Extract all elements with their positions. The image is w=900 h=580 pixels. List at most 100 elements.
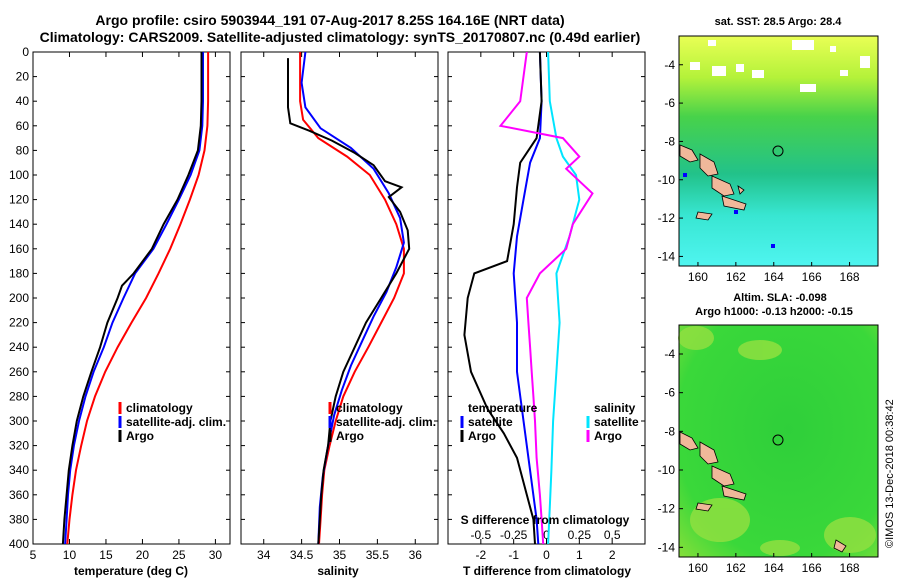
- watermark: ©IMOS 13-Dec-2018 00:38:42: [884, 399, 896, 548]
- series-line-climatology: [66, 52, 210, 544]
- map-y-tick-label: -6: [664, 96, 675, 110]
- y-tick-label: 160: [9, 242, 29, 256]
- map-y-tick-label: -4: [664, 347, 675, 361]
- map-x-tick-label: 166: [802, 561, 822, 575]
- map-x-tick-label: 160: [688, 270, 708, 284]
- map-y-tick-label: -10: [658, 173, 676, 187]
- series-line-argo: [61, 52, 203, 544]
- x-tick-label: 10: [63, 548, 77, 562]
- x-tick-label: 25: [172, 548, 186, 562]
- sla-map-title-2: Argo h1000: -0.13 h2000: -0.15: [695, 306, 853, 318]
- difference-legend: temperature satellite Argo salinity sate…: [460, 401, 639, 443]
- y-tick-label: 80: [16, 143, 30, 157]
- y-tick-label: 60: [16, 119, 30, 133]
- map-x-tick-label: 162: [726, 270, 746, 284]
- sst-map-title: sat. SST: 28.5 Argo: 28.4: [715, 16, 843, 28]
- title-line-1: Argo profile: csiro 5903944_191 07-Aug-2…: [95, 12, 564, 28]
- s-tick-label: 0: [543, 528, 550, 542]
- x-tick-label: 1: [576, 548, 583, 562]
- sst-field: [679, 36, 878, 266]
- sla-map-title-1: Altim. SLA: -0.098: [733, 292, 827, 304]
- series-line-temperature-satellite: [512, 52, 543, 544]
- map-x-tick-label: 162: [726, 561, 746, 575]
- s-tick-label: 0.25: [568, 528, 592, 542]
- y-tick-label: 40: [16, 94, 30, 108]
- map-x-tick-label: 164: [764, 270, 784, 284]
- x-tick-label: 2: [609, 548, 616, 562]
- difference-x-axis: -2 -1 0 1 2: [448, 51, 645, 562]
- x-tick-label: 35.5: [366, 548, 390, 562]
- temperature-series: [61, 52, 210, 544]
- salinity-legend: climatology satellite-adj. clim. Argo: [328, 401, 436, 443]
- series-line-salinity-argo: [498, 52, 594, 544]
- s-tick-label: 0.5: [604, 528, 621, 542]
- y-tick-label: 0: [22, 45, 29, 59]
- temperature-legend: climatology satellite-adj. clim. Argo: [118, 401, 226, 443]
- s-difference-label: S difference from climatology: [461, 513, 630, 527]
- difference-plot-frame: [447, 51, 646, 545]
- x-tick-label: -2: [475, 548, 486, 562]
- y-tick-label: 140: [9, 217, 29, 231]
- y-tick-label: 380: [9, 512, 29, 526]
- x-tick-label: 0: [543, 548, 550, 562]
- map-x-tick-label: 164: [764, 561, 784, 575]
- legend-label-t-satellite: satellite: [468, 415, 513, 429]
- sst-cloud-gaps: [690, 40, 870, 92]
- x-tick-label: 36: [409, 548, 423, 562]
- map-y-tick-label: -12: [658, 502, 676, 516]
- salinity-x-axis: 34 34.5 35 35.5 36: [241, 51, 438, 562]
- legend-label-argo-s: Argo: [336, 429, 364, 443]
- s-tick-label: -0.5: [470, 528, 491, 542]
- map-x-tick-label: 168: [840, 270, 860, 284]
- legend-salinity-title: salinity: [594, 401, 636, 415]
- title-line-2: Climatology: CARS2009. Satellite-adjuste…: [40, 29, 641, 45]
- legend-label-satellite: satellite-adj. clim.: [126, 415, 226, 429]
- t-difference-xlabel: T difference from climatology: [463, 564, 631, 578]
- legend-label-satellite-s: satellite-adj. clim.: [336, 415, 436, 429]
- sla-map: [678, 324, 879, 558]
- series-line-argo: [287, 58, 411, 544]
- salinity-difference-axis: -0.5 -0.25 0 0.25 0.5: [470, 528, 620, 542]
- map-y-tick-label: -14: [658, 249, 676, 263]
- x-tick-label: 34: [257, 548, 271, 562]
- map-x-tick-label: 168: [840, 561, 860, 575]
- legend-label-argo: Argo: [126, 429, 154, 443]
- y-tick-label: 340: [9, 463, 29, 477]
- y-tick-label: 260: [9, 365, 29, 379]
- x-tick-label: 35: [333, 548, 347, 562]
- y-tick-label: 360: [9, 488, 29, 502]
- sst-argo-marker: [772, 145, 784, 157]
- sst-map-frame: [678, 35, 879, 267]
- x-tick-label: -1: [508, 548, 519, 562]
- salinity-series: [287, 52, 411, 544]
- sla-map-frame: [678, 324, 879, 558]
- legend-label-s-satellite: satellite: [594, 415, 639, 429]
- x-tick-label: 5: [30, 548, 37, 562]
- map-y-tick-label: -12: [658, 211, 676, 225]
- x-tick-label: 34.5: [290, 548, 314, 562]
- y-tick-label: 300: [9, 414, 29, 428]
- y-tick-label: 120: [9, 193, 29, 207]
- y-tick-label: 280: [9, 389, 29, 403]
- y-tick-label: 200: [9, 291, 29, 305]
- salinity-plot-frame: [240, 51, 439, 545]
- sla-map-axes: 160 162 164 166 168 -4 -6 -8 -10 -12 -14: [658, 347, 860, 575]
- difference-series: [463, 52, 594, 544]
- map-y-tick-label: -6: [664, 386, 675, 400]
- sst-map: [678, 35, 879, 267]
- series-line-temperature-argo: [463, 52, 543, 544]
- series-line-satellite-adj-clim-: [300, 52, 405, 544]
- x-tick-label: 20: [136, 548, 150, 562]
- depth-axis: 0 20 40 60 80 100 120 140 160 180 200 220 240 260 280 3…: [9, 45, 29, 551]
- series-line-climatology: [299, 52, 405, 544]
- legend-label-climatology: climatology: [126, 401, 193, 415]
- y-tick-label: 320: [9, 439, 29, 453]
- map-y-tick-label: -10: [658, 463, 676, 477]
- legend-label-t-argo: Argo: [468, 429, 496, 443]
- s-tick-label: -0.25: [500, 528, 528, 542]
- x-tick-label: 30: [209, 548, 223, 562]
- map-x-tick-label: 160: [688, 561, 708, 575]
- map-y-tick-label: -8: [664, 424, 675, 438]
- y-tick-label: 220: [9, 316, 29, 330]
